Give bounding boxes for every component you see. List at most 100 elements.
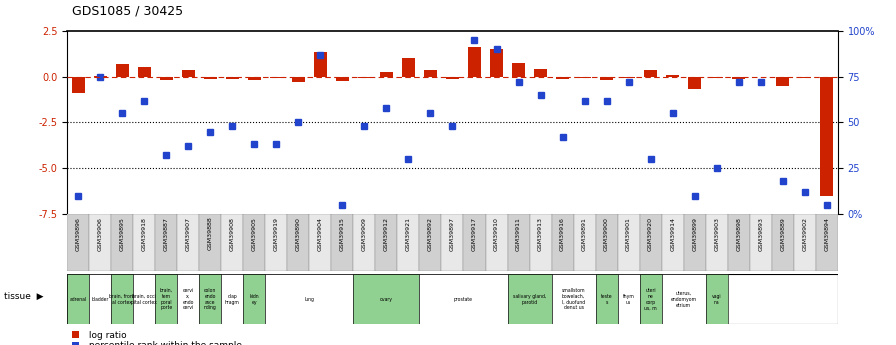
Bar xyxy=(596,214,617,271)
Bar xyxy=(292,77,305,82)
Bar xyxy=(463,214,486,271)
Bar xyxy=(67,214,90,271)
Text: GSM39908: GSM39908 xyxy=(229,217,235,250)
Bar xyxy=(596,274,617,324)
Text: tissue  ▶: tissue ▶ xyxy=(4,292,44,301)
Bar xyxy=(490,49,504,77)
Text: GSM39912: GSM39912 xyxy=(383,217,389,251)
Bar xyxy=(244,274,265,324)
Bar xyxy=(270,77,283,78)
Text: GSM39921: GSM39921 xyxy=(406,217,411,251)
Bar xyxy=(552,274,596,324)
Bar xyxy=(401,58,415,77)
Text: GSM39913: GSM39913 xyxy=(538,217,543,251)
Bar xyxy=(116,64,129,77)
Bar xyxy=(332,214,353,271)
Bar xyxy=(750,214,771,271)
Text: GSM39892: GSM39892 xyxy=(428,217,433,251)
Bar xyxy=(771,214,794,271)
Text: brain,
tem
poral
porte: brain, tem poral porte xyxy=(159,288,173,310)
Text: GSM39900: GSM39900 xyxy=(604,217,609,250)
Text: GSM39887: GSM39887 xyxy=(164,217,168,250)
Text: GSM39896: GSM39896 xyxy=(75,217,81,250)
Text: GSM39888: GSM39888 xyxy=(208,217,213,250)
Bar xyxy=(661,274,706,324)
Bar xyxy=(732,77,745,79)
Bar xyxy=(617,214,640,271)
Text: GSM39902: GSM39902 xyxy=(802,217,807,251)
Bar xyxy=(573,214,596,271)
Text: teste
s: teste s xyxy=(601,294,612,305)
Text: prostate: prostate xyxy=(454,297,473,302)
Bar xyxy=(710,77,723,78)
Text: GSM39899: GSM39899 xyxy=(692,217,697,251)
Text: GSM39918: GSM39918 xyxy=(142,217,147,250)
Bar xyxy=(358,77,371,78)
Text: kidn
ey: kidn ey xyxy=(249,294,259,305)
Bar xyxy=(155,214,177,271)
Bar xyxy=(507,214,530,271)
Text: GSM39898: GSM39898 xyxy=(737,217,741,250)
Bar xyxy=(314,52,327,77)
Text: GSM39901: GSM39901 xyxy=(626,217,631,250)
Bar xyxy=(798,77,812,78)
Text: GSM39911: GSM39911 xyxy=(516,217,521,250)
Text: uteri
ne
corp
us, m: uteri ne corp us, m xyxy=(644,288,657,310)
Bar xyxy=(419,214,442,271)
Bar xyxy=(815,214,838,271)
Bar xyxy=(398,214,419,271)
Bar xyxy=(442,214,463,271)
Bar xyxy=(776,77,789,86)
Bar xyxy=(336,77,349,81)
Bar xyxy=(375,214,398,271)
Bar xyxy=(203,77,217,79)
Bar xyxy=(617,274,640,324)
Bar xyxy=(67,274,90,324)
Text: vagi
na: vagi na xyxy=(711,294,721,305)
Bar xyxy=(182,70,195,77)
Bar xyxy=(226,77,239,79)
Text: GSM39895: GSM39895 xyxy=(120,217,125,250)
Bar xyxy=(820,77,833,196)
Text: bladder: bladder xyxy=(91,297,109,302)
Text: GSM39910: GSM39910 xyxy=(494,217,499,250)
Bar xyxy=(138,67,151,77)
Text: salivary gland,
parotid: salivary gland, parotid xyxy=(513,294,547,305)
Bar xyxy=(486,214,507,271)
Bar xyxy=(90,274,111,324)
Bar xyxy=(353,214,375,271)
Bar xyxy=(640,274,661,324)
Bar xyxy=(794,214,815,271)
Bar xyxy=(199,274,221,324)
Bar xyxy=(353,274,419,324)
Bar xyxy=(134,274,155,324)
Bar xyxy=(247,77,261,80)
Bar xyxy=(578,77,591,78)
Bar xyxy=(419,274,507,324)
Text: GDS1085 / 30425: GDS1085 / 30425 xyxy=(72,4,183,17)
Text: uterus,
endomyom
etrium: uterus, endomyom etrium xyxy=(670,291,697,308)
Text: GSM39893: GSM39893 xyxy=(758,217,763,251)
Text: GSM39894: GSM39894 xyxy=(824,217,830,251)
Bar xyxy=(666,75,679,77)
Bar xyxy=(134,214,155,271)
Bar xyxy=(552,214,573,271)
Bar xyxy=(265,274,353,324)
Text: GSM39904: GSM39904 xyxy=(318,217,323,251)
Bar xyxy=(199,214,221,271)
Bar xyxy=(644,70,658,77)
Bar xyxy=(221,214,244,271)
Text: cervi
x,
endo
cervi: cervi x, endo cervi xyxy=(183,288,194,310)
Bar xyxy=(244,214,265,271)
Bar xyxy=(684,214,706,271)
Text: brain, occi
pital cortex: brain, occi pital cortex xyxy=(132,294,157,305)
Bar xyxy=(93,76,107,77)
Text: GSM39915: GSM39915 xyxy=(340,217,345,250)
Bar xyxy=(265,214,288,271)
Bar xyxy=(424,70,437,77)
Bar xyxy=(111,274,134,324)
Text: GSM39891: GSM39891 xyxy=(582,217,587,250)
Bar xyxy=(556,77,569,79)
Text: GSM39905: GSM39905 xyxy=(252,217,257,250)
Bar xyxy=(446,77,459,79)
